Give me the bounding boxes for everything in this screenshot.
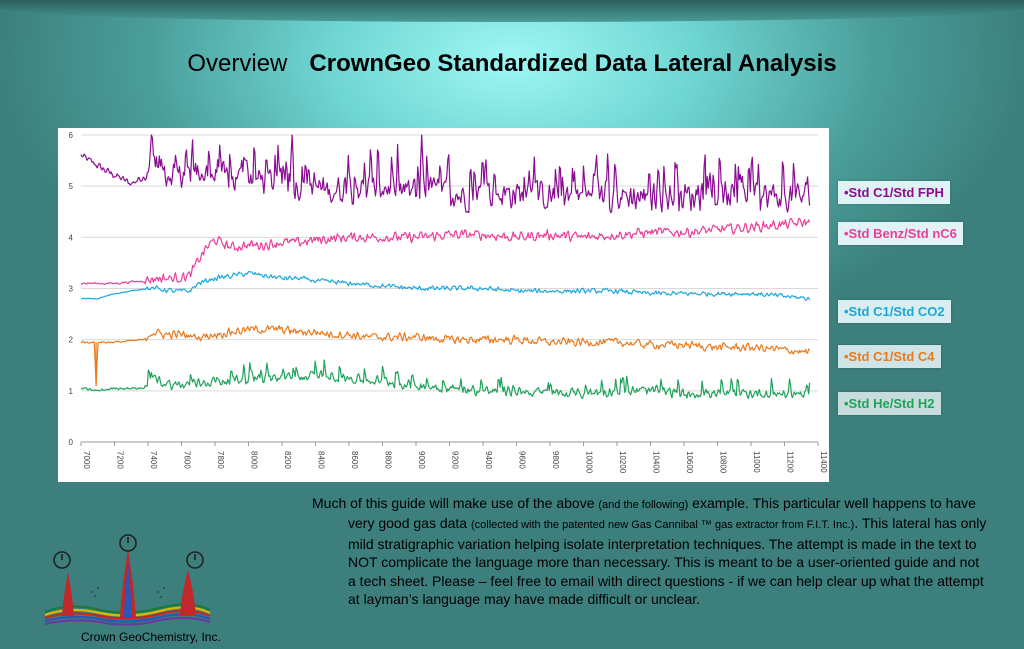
- series-line-1: [80, 217, 811, 285]
- chart-svg: 0 1 2 3 4 5 6 7000 7200 7400 7600 7800 8000 8200 8400 8…: [69, 131, 828, 474]
- x-tick-label: 7200: [116, 451, 125, 469]
- series-line-3: [80, 325, 811, 387]
- para-small-2: (collected with the patented new Gas Can…: [470, 519, 855, 532]
- page-title: Overview CrownGeo Standardized Data Later…: [0, 50, 1024, 78]
- x-tick-label: 11400: [819, 451, 828, 473]
- y-tick-label: 5: [69, 182, 74, 191]
- x-tick-label: 8000: [250, 451, 259, 469]
- x-tick-label: 7400: [149, 451, 158, 469]
- x-tick-label: 7000: [82, 451, 91, 469]
- y-tick-label: 4: [69, 233, 74, 242]
- x-tick-label: 10400: [652, 451, 661, 474]
- para-part-3: . This lateral has only mild stratigraph…: [348, 515, 987, 608]
- y-tick-label: 0: [69, 438, 74, 447]
- legend-benz: •Std Benz/Std nC6: [838, 222, 963, 245]
- para-small-1: (and the following): [598, 499, 689, 511]
- x-tick-label: 10000: [585, 451, 594, 474]
- x-tick-label: 9000: [417, 451, 426, 469]
- series-line-0: [80, 134, 811, 214]
- series-line-4: [80, 359, 811, 400]
- legend-co2: •Std C1/Std CO2: [838, 300, 951, 323]
- x-tick-label: 8400: [317, 451, 326, 469]
- description-paragraph: Much of this guide will make use of the …: [312, 494, 988, 608]
- company-name: Crown GeoChemistry, Inc.: [81, 630, 221, 644]
- x-tick-label: 11200: [786, 451, 795, 473]
- top-banner: [0, 0, 1024, 22]
- series-line-2: [80, 270, 811, 301]
- legend-h2: •Std He/Std H2: [838, 392, 941, 415]
- x-tick-label: 11000: [752, 451, 761, 473]
- y-tick-label: 3: [69, 285, 74, 294]
- legend-c4: •Std C1/Std C4: [838, 345, 941, 368]
- x-tick-label: 10800: [719, 451, 728, 474]
- x-tick-label: 9200: [451, 451, 460, 469]
- x-tick-label: 9800: [551, 451, 560, 469]
- x-tick-label: 7600: [183, 451, 192, 469]
- chart-panel: 0 1 2 3 4 5 6 7000 7200 7400 7600 7800 8000 8200 8400 8…: [58, 128, 829, 482]
- para-part-1: Much of this guide will make use of the …: [312, 495, 599, 511]
- title-text: CrownGeo Standardized Data Lateral Analy…: [309, 50, 837, 77]
- x-tick-label: 10200: [618, 451, 627, 474]
- x-tick-label: 7800: [216, 451, 225, 469]
- y-tick-label: 1: [69, 387, 74, 396]
- x-tick-label: 8800: [384, 451, 393, 469]
- x-tick-label: 8200: [283, 451, 292, 469]
- y-tick-label: 6: [69, 131, 74, 140]
- y-tick-label: 2: [69, 336, 74, 345]
- legend-fph: •Std C1/Std FPH: [838, 181, 950, 204]
- x-tick-label: 9400: [484, 451, 493, 469]
- x-tick-label: 9600: [518, 451, 527, 469]
- para-part-2: example. This particular well happens to…: [348, 495, 976, 532]
- x-tick-label: 8600: [350, 451, 359, 469]
- overview-label: Overview: [187, 50, 288, 77]
- company-logo: [44, 534, 211, 626]
- x-tick-label: 10600: [685, 451, 694, 474]
